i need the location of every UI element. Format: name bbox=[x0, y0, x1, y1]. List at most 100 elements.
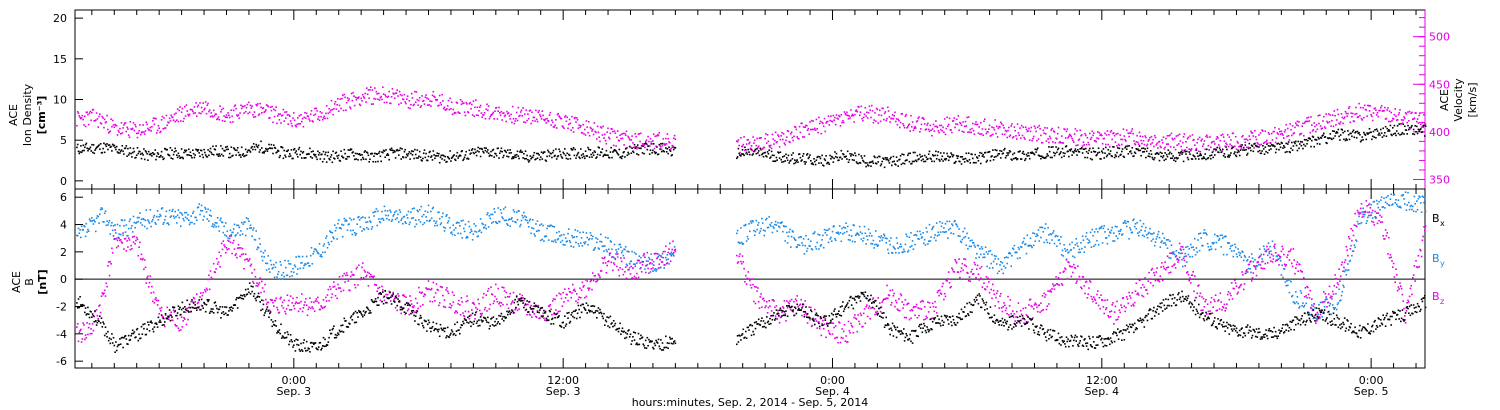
density-point bbox=[995, 155, 997, 158]
density-point bbox=[353, 158, 356, 161]
velocity-point bbox=[555, 119, 557, 121]
by-point bbox=[1155, 238, 1158, 240]
by-point bbox=[409, 221, 411, 224]
by-point bbox=[542, 224, 544, 227]
density-point bbox=[634, 147, 637, 150]
velocity-point bbox=[281, 114, 284, 117]
velocity-point bbox=[257, 103, 259, 105]
by-point bbox=[559, 235, 561, 237]
density-point bbox=[78, 152, 81, 155]
by-point bbox=[634, 263, 637, 265]
velocity-point bbox=[1309, 131, 1311, 134]
velocity-point bbox=[382, 93, 385, 95]
velocity-point bbox=[1109, 146, 1111, 148]
by-point bbox=[406, 217, 409, 219]
density-point bbox=[399, 147, 402, 149]
velocity-point bbox=[210, 112, 213, 114]
velocity-point bbox=[896, 123, 899, 126]
density-point bbox=[798, 153, 801, 155]
density-point bbox=[919, 153, 921, 156]
by-point bbox=[939, 231, 942, 233]
by-point bbox=[557, 237, 560, 240]
by-point bbox=[450, 231, 453, 233]
by-point bbox=[882, 237, 884, 239]
by-point bbox=[324, 251, 326, 253]
density-point bbox=[643, 152, 645, 155]
density-point bbox=[911, 162, 913, 165]
by-point bbox=[184, 216, 187, 219]
by-point bbox=[289, 275, 291, 278]
by-point bbox=[156, 210, 159, 212]
velocity-point bbox=[347, 99, 350, 102]
velocity-point bbox=[102, 117, 104, 119]
by-point bbox=[1289, 279, 1291, 281]
velocity-point bbox=[316, 110, 318, 112]
by-point bbox=[862, 237, 865, 239]
by-point bbox=[112, 225, 115, 227]
by-point bbox=[291, 275, 293, 277]
by-point bbox=[277, 270, 280, 273]
by-point bbox=[736, 232, 738, 235]
density-point bbox=[1004, 147, 1006, 150]
velocity-point bbox=[1274, 126, 1276, 129]
density-point bbox=[319, 158, 322, 160]
by-point bbox=[795, 246, 798, 249]
by-point bbox=[1231, 244, 1234, 247]
by-point bbox=[592, 249, 595, 251]
velocity-point bbox=[779, 138, 782, 141]
density-point bbox=[662, 150, 665, 152]
by-point bbox=[1252, 261, 1255, 263]
velocity-point bbox=[966, 116, 968, 119]
by-point bbox=[452, 224, 455, 226]
velocity-point bbox=[341, 97, 343, 100]
density-point bbox=[1123, 156, 1126, 158]
velocity-point bbox=[506, 110, 508, 113]
by-point bbox=[1211, 242, 1214, 244]
by-point bbox=[903, 248, 905, 251]
velocity-point bbox=[1333, 110, 1336, 112]
velocity-point bbox=[1295, 122, 1297, 124]
density-point bbox=[1083, 148, 1085, 150]
velocity-point bbox=[1191, 134, 1194, 136]
velocity-point bbox=[288, 114, 290, 116]
velocity-point bbox=[1116, 145, 1118, 147]
by-point bbox=[604, 236, 607, 239]
density-point bbox=[80, 151, 83, 154]
density-point bbox=[967, 160, 969, 163]
density-point bbox=[1299, 143, 1301, 145]
by-point bbox=[622, 254, 625, 257]
density-point bbox=[270, 143, 273, 146]
by-point bbox=[921, 236, 924, 238]
density-point bbox=[465, 150, 467, 153]
velocity-point bbox=[955, 123, 957, 125]
velocity-point bbox=[386, 96, 389, 98]
velocity-point bbox=[297, 123, 300, 125]
velocity-point bbox=[434, 96, 436, 99]
velocity-point bbox=[1293, 132, 1295, 134]
by-point bbox=[918, 238, 920, 240]
by-point bbox=[153, 214, 156, 217]
density-point bbox=[276, 151, 278, 153]
by-point bbox=[364, 217, 366, 219]
density-point bbox=[861, 157, 863, 159]
velocity-point bbox=[519, 111, 522, 113]
velocity-point bbox=[546, 117, 548, 120]
velocity-point bbox=[470, 108, 472, 110]
by-point bbox=[555, 231, 558, 234]
velocity-point bbox=[467, 111, 470, 114]
top-left-ylabel-line2: Ion Density bbox=[21, 83, 34, 146]
velocity-point bbox=[984, 128, 987, 131]
by-point bbox=[1179, 252, 1182, 255]
velocity-point bbox=[811, 128, 814, 131]
velocity-point bbox=[1328, 121, 1331, 123]
velocity-point bbox=[437, 105, 439, 107]
by-point bbox=[834, 237, 836, 240]
density-point bbox=[1045, 155, 1048, 158]
velocity-point bbox=[911, 121, 914, 123]
velocity-point bbox=[446, 108, 448, 110]
density-point bbox=[1092, 147, 1094, 150]
by-point bbox=[1048, 234, 1050, 236]
density-point bbox=[1353, 136, 1356, 139]
density-point bbox=[192, 149, 194, 151]
density-point bbox=[1274, 145, 1276, 148]
